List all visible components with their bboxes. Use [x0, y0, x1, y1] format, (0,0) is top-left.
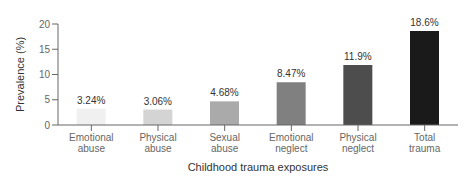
svg-text:Prevalence (%): Prevalence (%): [14, 37, 26, 112]
svg-text:11.9%: 11.9%: [344, 51, 372, 62]
svg-text:0: 0: [44, 120, 50, 131]
svg-text:Emotionalabuse: Emotionalabuse: [69, 132, 113, 154]
svg-text:15: 15: [39, 44, 51, 55]
svg-text:Childhood trauma exposures: Childhood trauma exposures: [188, 161, 329, 173]
svg-text:10: 10: [39, 69, 51, 80]
svg-text:Physicalabuse: Physicalabuse: [139, 132, 176, 154]
svg-text:Sexualabuse: Sexualabuse: [209, 132, 240, 154]
svg-text:3.06%: 3.06%: [144, 96, 172, 107]
svg-text:8.47%: 8.47%: [277, 68, 305, 79]
svg-text:5: 5: [44, 94, 50, 105]
svg-text:20: 20: [39, 19, 51, 30]
svg-text:4.68%: 4.68%: [210, 87, 238, 98]
svg-text:Physicalneglect: Physicalneglect: [339, 132, 376, 154]
svg-text:18.6%: 18.6%: [410, 17, 438, 28]
svg-text:3.24%: 3.24%: [77, 95, 105, 106]
svg-text:Emotionalneglect: Emotionalneglect: [269, 132, 313, 154]
svg-text:Totaltrauma: Totaltrauma: [409, 132, 441, 154]
